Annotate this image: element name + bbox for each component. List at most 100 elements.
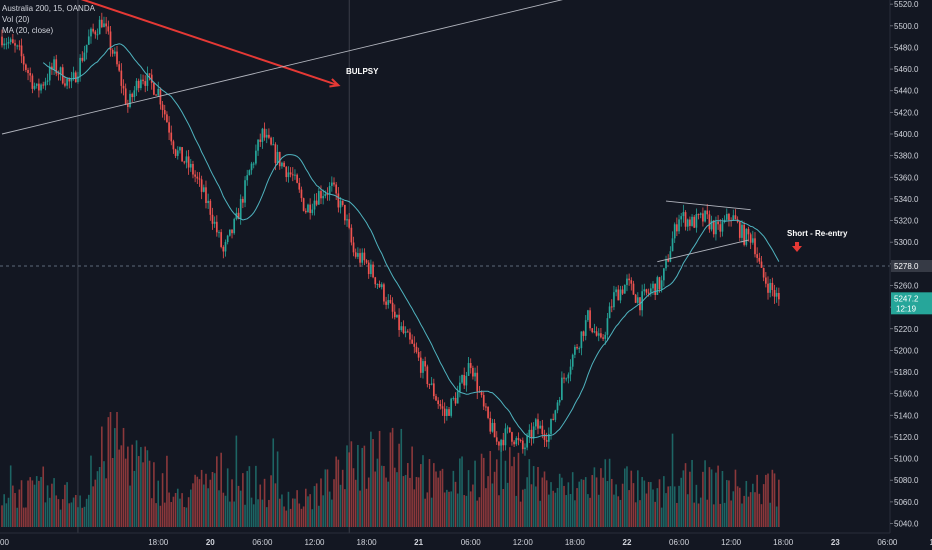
volume-bar xyxy=(365,488,368,527)
candle-body xyxy=(100,19,103,28)
volume-bar xyxy=(159,505,162,527)
volume-bar xyxy=(322,495,324,527)
x-tick-label: 23 xyxy=(831,538,840,547)
candle-body xyxy=(363,252,366,261)
candle-body xyxy=(40,84,42,91)
candle-body xyxy=(634,294,637,303)
volume-bar xyxy=(398,443,400,527)
x-tick-label: 06:00 xyxy=(877,538,898,547)
volume-bar xyxy=(424,498,426,527)
candle-body xyxy=(593,331,596,333)
candle-body xyxy=(409,332,411,340)
volume-bar xyxy=(604,459,607,527)
volume-bar xyxy=(94,479,97,527)
candle-body xyxy=(643,289,646,292)
volume-bar xyxy=(211,471,214,527)
volume-bar xyxy=(567,482,570,527)
candle-body xyxy=(697,214,700,216)
candle-body xyxy=(756,254,759,258)
volume-bar xyxy=(665,493,667,527)
candle-body xyxy=(103,23,105,28)
candle-body xyxy=(645,289,648,293)
volume-bar xyxy=(333,479,335,527)
volume-bar xyxy=(500,442,502,527)
volume-bar xyxy=(723,502,726,527)
volume-bar xyxy=(196,476,199,527)
volume-bar xyxy=(189,489,192,527)
candle-body xyxy=(383,284,385,302)
candle-body xyxy=(224,242,227,252)
volume-bar xyxy=(778,479,780,527)
volume-bar xyxy=(181,493,183,527)
candle-body xyxy=(304,210,307,213)
volume-bar xyxy=(472,484,474,527)
volume-bar xyxy=(543,471,546,527)
candle-body xyxy=(170,132,173,142)
volume-bar xyxy=(68,503,71,527)
candle-body xyxy=(563,377,565,379)
legend-symbol[interactable]: Australia 200, 15, OANDA xyxy=(2,4,95,13)
candle-body xyxy=(775,292,778,297)
volume-bar xyxy=(758,493,761,527)
candle-body xyxy=(482,395,485,407)
volume-bar xyxy=(680,477,683,527)
candle-body xyxy=(122,85,125,89)
volume-bar xyxy=(285,510,288,527)
candle-body xyxy=(7,41,10,44)
legend-ma[interactable]: MA (20, close) xyxy=(2,26,54,35)
volume-bar xyxy=(465,495,468,527)
volume-bar xyxy=(335,456,337,527)
volume-bar xyxy=(697,503,700,527)
legend-volume[interactable]: Vol (20) xyxy=(2,15,30,24)
volume-bar xyxy=(402,476,405,527)
candle-body xyxy=(526,435,528,448)
volume-bar xyxy=(350,441,353,527)
drawings[interactable] xyxy=(1,0,802,263)
candle-body xyxy=(545,439,548,442)
volume-bar xyxy=(222,492,225,527)
trend-line xyxy=(657,239,749,263)
candle-body xyxy=(702,213,704,222)
volume-bar xyxy=(281,494,283,527)
candle-body xyxy=(647,292,650,294)
y-tick-label: 5340.0 xyxy=(894,195,919,204)
volume-bar xyxy=(268,499,270,527)
volume-bar xyxy=(339,484,342,527)
volume-bar xyxy=(400,428,403,527)
candle-body xyxy=(237,212,240,220)
candle-body xyxy=(5,43,8,45)
volume-bar xyxy=(739,487,741,527)
volume-bar xyxy=(25,507,27,527)
volume-bar xyxy=(96,471,99,527)
volume-bar xyxy=(426,492,429,527)
volume-bar xyxy=(554,492,557,527)
volume-bar xyxy=(593,467,596,527)
volume-bar xyxy=(626,466,628,527)
volume-bar xyxy=(745,480,748,527)
volume-bar xyxy=(378,430,381,527)
volume-bar xyxy=(233,501,235,527)
volume-bar xyxy=(576,488,578,527)
candle-body xyxy=(294,174,296,176)
candle-body xyxy=(571,354,574,367)
volume-bar xyxy=(83,506,86,527)
candle-body xyxy=(322,196,325,199)
x-tick-label: 18:00 xyxy=(565,538,586,547)
candle-body xyxy=(64,83,66,86)
candle-body xyxy=(96,34,99,36)
volume-bar xyxy=(250,497,253,527)
volume-bar xyxy=(18,489,21,527)
annotation-bulpsy[interactable]: BULPSY xyxy=(346,67,379,76)
annotation-short-reentry[interactable]: Short - Re-entry xyxy=(787,229,848,238)
candle-body xyxy=(521,440,524,450)
candle-body xyxy=(667,259,670,262)
candle-body xyxy=(608,306,611,319)
candle-body xyxy=(22,56,25,65)
candle-body xyxy=(406,331,409,333)
volume-bar xyxy=(248,466,251,527)
candle-body xyxy=(432,383,435,397)
candle-body xyxy=(389,300,392,303)
candle-body xyxy=(265,134,268,138)
